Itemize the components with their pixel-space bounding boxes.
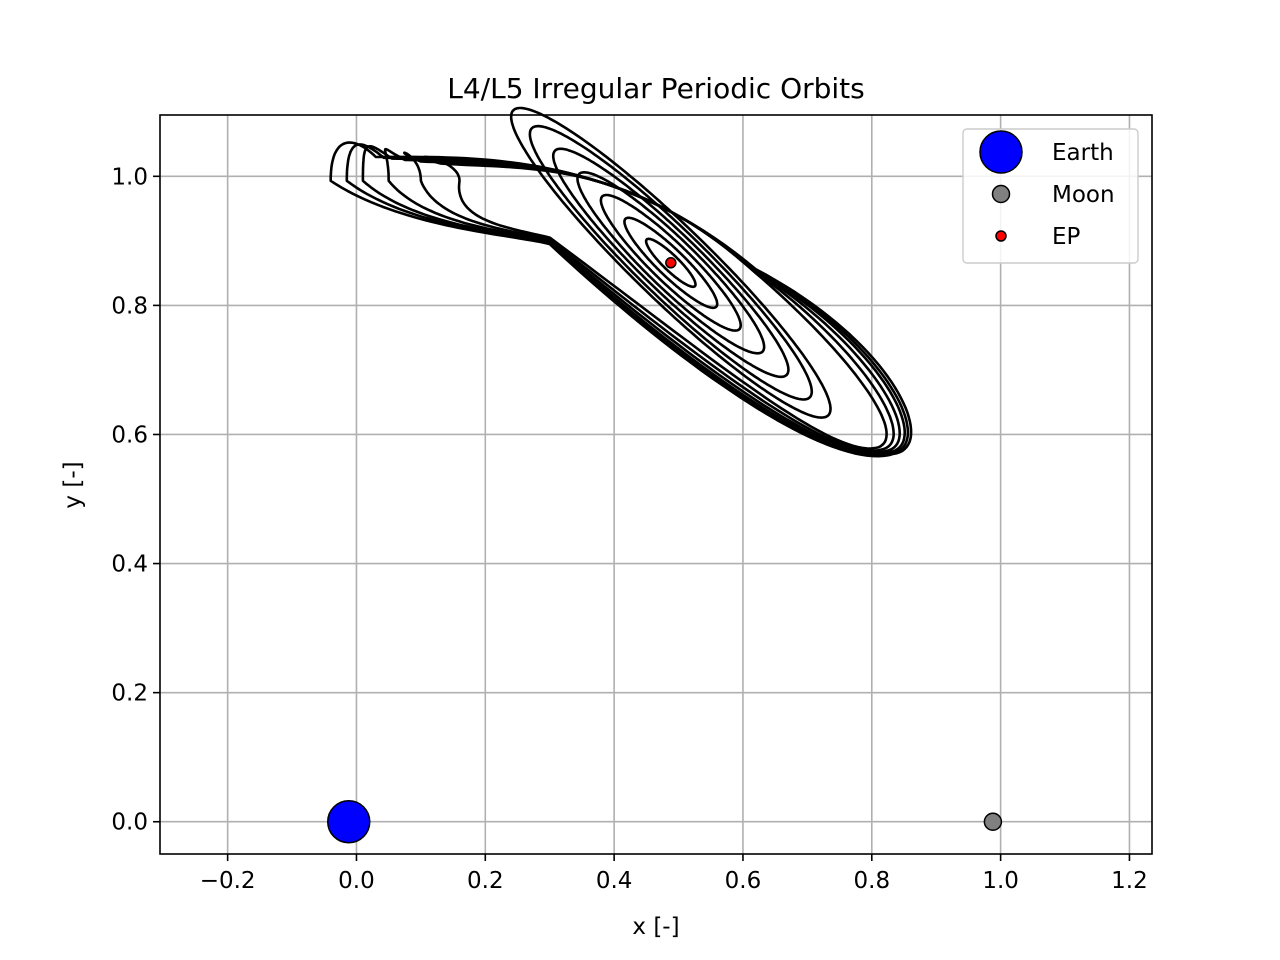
x-axis-label: x [-]: [632, 914, 679, 940]
moon-marker: [983, 812, 1003, 831]
orbit-curve-2: [623, 216, 719, 310]
legend-label-moon: Moon: [1052, 182, 1115, 208]
legend-marker-moon: [991, 184, 1011, 204]
orbit-curve-6: [528, 124, 814, 401]
orbit-curve-4: [576, 171, 766, 355]
ep-marker: [665, 257, 677, 269]
x-tick-label: 1.0: [982, 868, 1019, 894]
x-tick-label: 1.2: [1111, 868, 1148, 894]
orbit-curve-1: [644, 237, 697, 289]
orbit-curve-13: [329, 141, 913, 458]
x-tick-label: 0.0: [338, 868, 375, 894]
axes-frame: [159, 114, 1153, 855]
legend-marker-ep: [995, 230, 1007, 242]
chart-title: L4/L5 Irregular Periodic Orbits: [447, 72, 864, 105]
y-tick-label: 0.2: [111, 681, 148, 707]
y-tick-label: 1.0: [111, 164, 148, 190]
earth-marker: [326, 799, 371, 844]
x-tick-label: 0.4: [596, 868, 633, 894]
x-tick-label: 0.2: [467, 868, 504, 894]
legend: Earth Moon EP: [962, 128, 1139, 264]
y-tick-label: 0.6: [111, 422, 148, 448]
legend-label-ep: EP: [1052, 224, 1081, 250]
orbit-curve-5: [551, 147, 790, 379]
orbit-curve-9: [403, 151, 895, 452]
y-tick-label: 0.8: [111, 293, 148, 319]
x-tick-label: −0.2: [200, 868, 256, 894]
orbit-curve-7: [509, 106, 832, 419]
y-axis-label: y [-]: [60, 461, 86, 508]
orbit-curve-3: [599, 193, 742, 332]
body-markers: [326, 257, 1003, 844]
legend-label-earth: Earth: [1052, 140, 1114, 166]
orbit-curves: [329, 106, 913, 458]
legend-marker-earth: [979, 130, 1023, 174]
x-tick-label: 0.8: [854, 868, 891, 894]
orbit-curve-10: [383, 147, 901, 454]
y-tick-label: 0.4: [111, 552, 148, 578]
y-tick-label: 0.0: [111, 810, 148, 836]
tick-marks: [153, 175, 1131, 861]
x-tick-label: 0.6: [725, 868, 762, 894]
